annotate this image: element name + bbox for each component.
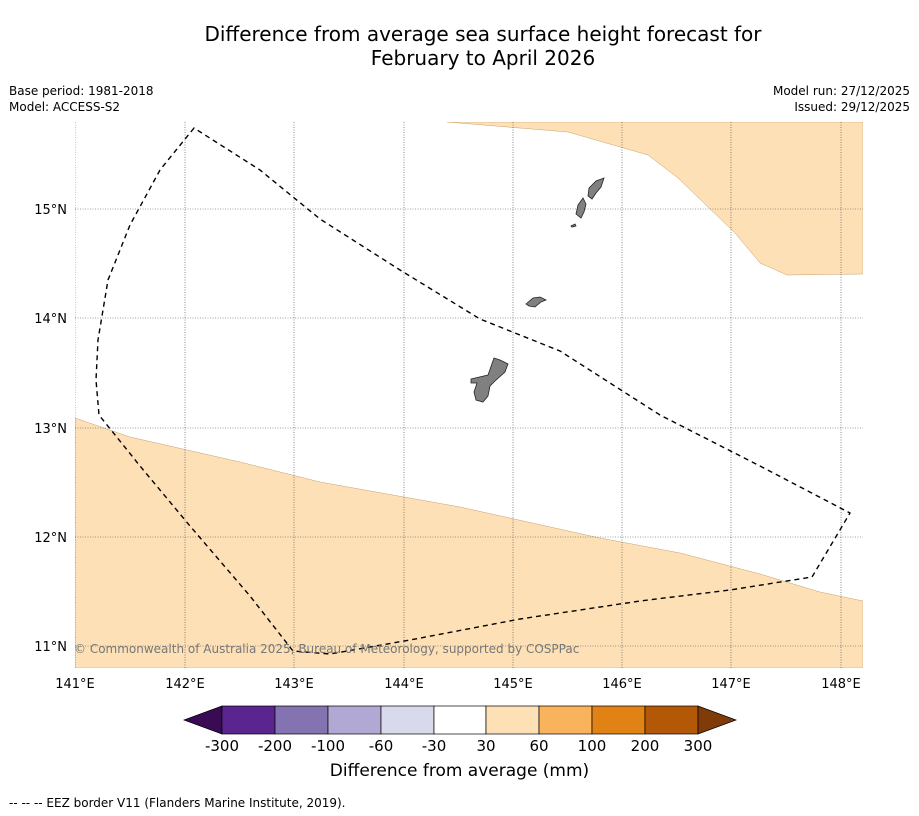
lon-label-144: 144°E	[384, 677, 424, 692]
colorbar-tick: -30	[422, 737, 447, 755]
colorbar-tick: 300	[684, 737, 713, 755]
colorbar-segment-5	[433, 705, 487, 735]
meta-right: Model run: 27/12/2025 Issued: 29/12/2025	[773, 83, 910, 115]
lon-label-142: 142°E	[165, 677, 205, 692]
colorbar-segment-4	[380, 705, 435, 735]
lon-label-143: 143°E	[274, 677, 314, 692]
island-rota	[525, 296, 547, 308]
lat-label-14: 14°N	[34, 312, 67, 327]
islands	[470, 177, 605, 403]
colorbar-tick: -200	[258, 737, 292, 755]
eez-border-line	[95, 127, 851, 655]
colorbar-tick: 30	[476, 737, 495, 755]
island-tinian	[575, 197, 587, 219]
issued-date: Issued: 29/12/2025	[794, 100, 910, 114]
lat-label-15: 15°N	[34, 203, 67, 218]
colorbar-segment-2	[274, 705, 329, 735]
lon-label-145: 145°E	[493, 677, 533, 692]
lon-labels: 141°E 142°E 143°E 144°E 145°E 146°E 147°…	[55, 677, 861, 692]
model-name: Model: ACCESS-S2	[9, 100, 121, 114]
eez-legend: -- -- -- EEZ border V11 (Flanders Marine…	[9, 796, 346, 810]
lat-labels: 15°N 14°N 13°N 12°N 11°N	[34, 203, 67, 655]
colorbar-segment-3	[327, 705, 382, 735]
north-anomaly-region	[446, 122, 863, 276]
island-guam	[470, 357, 509, 403]
colorbar-extend-high	[697, 705, 738, 735]
model-run: Model run: 27/12/2025	[772, 84, 910, 98]
colorbar-segment-9	[644, 705, 699, 735]
island-aguijan	[570, 223, 577, 228]
lat-label-11: 11°N	[34, 640, 67, 655]
island-saipan	[587, 177, 605, 200]
colorbar-tick: -60	[369, 737, 394, 755]
colorbar-tick: -300	[205, 737, 239, 755]
base-period: Base period: 1981-2018	[9, 84, 154, 98]
colorbar	[182, 705, 738, 735]
south-anomaly-region	[75, 417, 863, 668]
colorbar-tick: 100	[578, 737, 607, 755]
copyright-text: © Commonwealth of Australia 2025, Bureau…	[74, 642, 579, 656]
lat-label-13: 13°N	[34, 422, 67, 437]
lon-label-147: 147°E	[711, 677, 751, 692]
colorbar-extend-low	[182, 705, 223, 735]
colorbar-segment-1	[221, 705, 276, 735]
colorbar-tick: 200	[631, 737, 660, 755]
lon-label-146: 146°E	[602, 677, 642, 692]
colorbar-tick: -100	[311, 737, 345, 755]
colorbar-segment-7	[538, 705, 593, 735]
colorbar-segment-8	[591, 705, 646, 735]
colorbar-tick: 60	[529, 737, 548, 755]
lon-label-148: 148°E	[821, 677, 861, 692]
title-line-2: February to April 2026	[370, 46, 596, 70]
meta-left: Base period: 1981-2018 Model: ACCESS-S2	[9, 83, 154, 115]
colorbar-ticks: -300 -200 -100 -60 -30 30 60 100 200 300	[205, 737, 712, 755]
colorbar-segment-6	[485, 705, 540, 735]
colorbar-label: Difference from average (mm)	[329, 761, 590, 781]
title-line-1: Difference from average sea surface heig…	[204, 22, 762, 46]
lon-label-141: 141°E	[55, 677, 95, 692]
gridlines	[75, 122, 863, 668]
chart-title: Difference from average sea surface heig…	[0, 22, 919, 70]
lat-label-12: 12°N	[34, 531, 67, 546]
